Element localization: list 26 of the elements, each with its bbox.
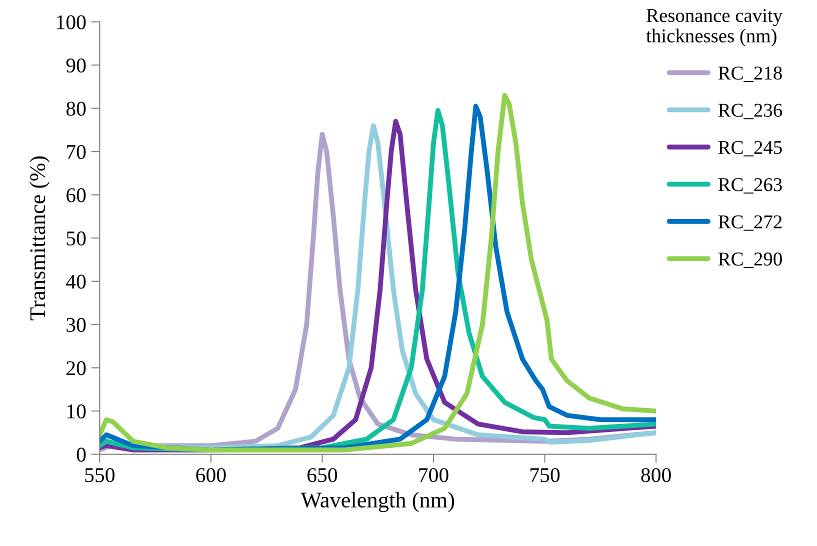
y-tick-label: 80 xyxy=(66,102,86,116)
legend-label: RC_290 xyxy=(718,252,782,268)
y-tick-label: 40 xyxy=(66,274,86,289)
x-tick-label: 600 xyxy=(196,468,226,482)
x-tick-label: 550 xyxy=(85,468,115,482)
legend-label: RC_263 xyxy=(718,178,782,194)
y-tick-label: 100 xyxy=(57,15,86,30)
y-tick-label: 50 xyxy=(66,231,86,246)
legend-label: RC_272 xyxy=(718,215,782,231)
y-tick-label: 90 xyxy=(66,58,86,73)
x-tick-label: 650 xyxy=(307,468,338,482)
y-axis-title: Transmittance (%) xyxy=(30,156,50,320)
legend-title: Resonance cavity thicknesses (nm) xyxy=(646,8,783,46)
y-tick-label: 0 xyxy=(76,448,86,462)
y-tick-label: 30 xyxy=(66,318,86,332)
x-tick-label: 750 xyxy=(530,468,560,482)
x-tick-label: 800 xyxy=(641,468,671,482)
y-tick-label: 60 xyxy=(66,188,86,202)
legend-label: RC_218 xyxy=(718,66,782,82)
legend-label: RC_245 xyxy=(718,140,782,156)
y-tick-label: 70 xyxy=(67,144,86,160)
x-tick-label: 700 xyxy=(419,468,448,482)
y-tick-label: 10 xyxy=(67,404,86,418)
legend-label: RC_236 xyxy=(718,104,782,120)
y-tick-label: 20 xyxy=(66,361,86,376)
x-axis-title: Wavelength (nm) xyxy=(300,492,454,512)
